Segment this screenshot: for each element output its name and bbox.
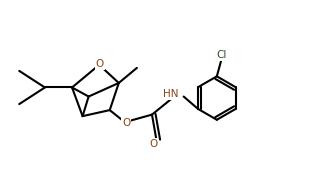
Text: O: O	[122, 118, 131, 128]
Text: Cl: Cl	[217, 50, 227, 60]
Text: O: O	[96, 59, 104, 69]
Text: HN: HN	[163, 89, 178, 99]
Text: O: O	[149, 139, 158, 149]
